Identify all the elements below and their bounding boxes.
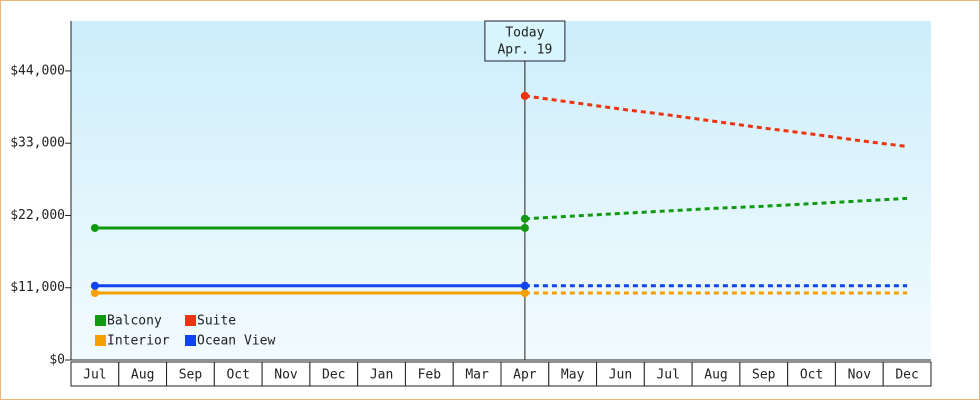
x-tick-label: Aug bbox=[704, 368, 727, 383]
month-cell bbox=[70, 361, 120, 387]
legend-label: Suite bbox=[197, 314, 236, 329]
legend-label: Ocean View bbox=[197, 334, 275, 349]
forecast-line bbox=[524, 94, 908, 148]
y-tick-label: $33,000 bbox=[10, 136, 65, 151]
y-tick-label: $22,000 bbox=[10, 208, 65, 223]
y-tick-label: $44,000 bbox=[10, 63, 65, 78]
today-title: Today bbox=[505, 26, 544, 41]
point-marker bbox=[520, 288, 529, 297]
month-cell bbox=[261, 361, 311, 387]
x-tick-label: Dec bbox=[895, 368, 918, 383]
month-cell bbox=[882, 361, 932, 387]
x-tick-label: Jul bbox=[656, 368, 679, 383]
legend-swatch bbox=[95, 335, 106, 346]
legend-swatch bbox=[185, 315, 196, 326]
point-marker bbox=[90, 223, 99, 232]
legend-label: Balcony bbox=[107, 314, 162, 329]
x-tick-label: Jun bbox=[609, 368, 632, 383]
point-marker bbox=[520, 214, 529, 223]
forecast-line bbox=[524, 196, 908, 221]
x-tick-label: Jul bbox=[83, 368, 106, 383]
x-tick-label: Nov bbox=[848, 368, 872, 383]
x-tick-label: Dec bbox=[322, 368, 345, 383]
x-tick-label: Jan bbox=[370, 368, 393, 383]
point-marker bbox=[90, 288, 99, 297]
month-cell bbox=[452, 361, 502, 387]
y-tick-label: $0 bbox=[49, 353, 65, 368]
x-tick-label: Oct bbox=[226, 368, 249, 383]
today-box bbox=[484, 20, 566, 62]
month-cell bbox=[548, 361, 598, 387]
legend-swatch bbox=[185, 335, 196, 346]
x-tick-label: Mar bbox=[465, 368, 489, 383]
legend-label: Interior bbox=[107, 334, 170, 349]
x-tick-label: Aug bbox=[131, 368, 154, 383]
x-tick-label: May bbox=[561, 368, 585, 383]
point-marker bbox=[520, 223, 529, 232]
month-cell bbox=[118, 361, 168, 387]
plot-background bbox=[71, 21, 931, 360]
month-cell bbox=[213, 361, 263, 387]
x-tick-label: Apr bbox=[513, 368, 537, 383]
x-tick-label: Sep bbox=[752, 368, 776, 383]
month-cell bbox=[787, 361, 836, 387]
today-date: Apr. 19 bbox=[497, 43, 552, 58]
month-cell bbox=[309, 361, 359, 387]
point-marker bbox=[520, 281, 529, 290]
x-tick-label: Nov bbox=[274, 368, 298, 383]
month-cell bbox=[834, 361, 884, 387]
point-marker bbox=[520, 91, 529, 100]
month-cell bbox=[691, 361, 741, 387]
point-marker bbox=[90, 281, 99, 290]
x-tick-label: Sep bbox=[179, 368, 203, 383]
y-tick-label: $11,000 bbox=[10, 280, 65, 295]
month-cell bbox=[166, 361, 215, 387]
month-cell bbox=[643, 361, 693, 387]
x-tick-label: Feb bbox=[418, 368, 442, 383]
legend-swatch bbox=[95, 315, 106, 326]
x-tick-label: Oct bbox=[800, 368, 823, 383]
